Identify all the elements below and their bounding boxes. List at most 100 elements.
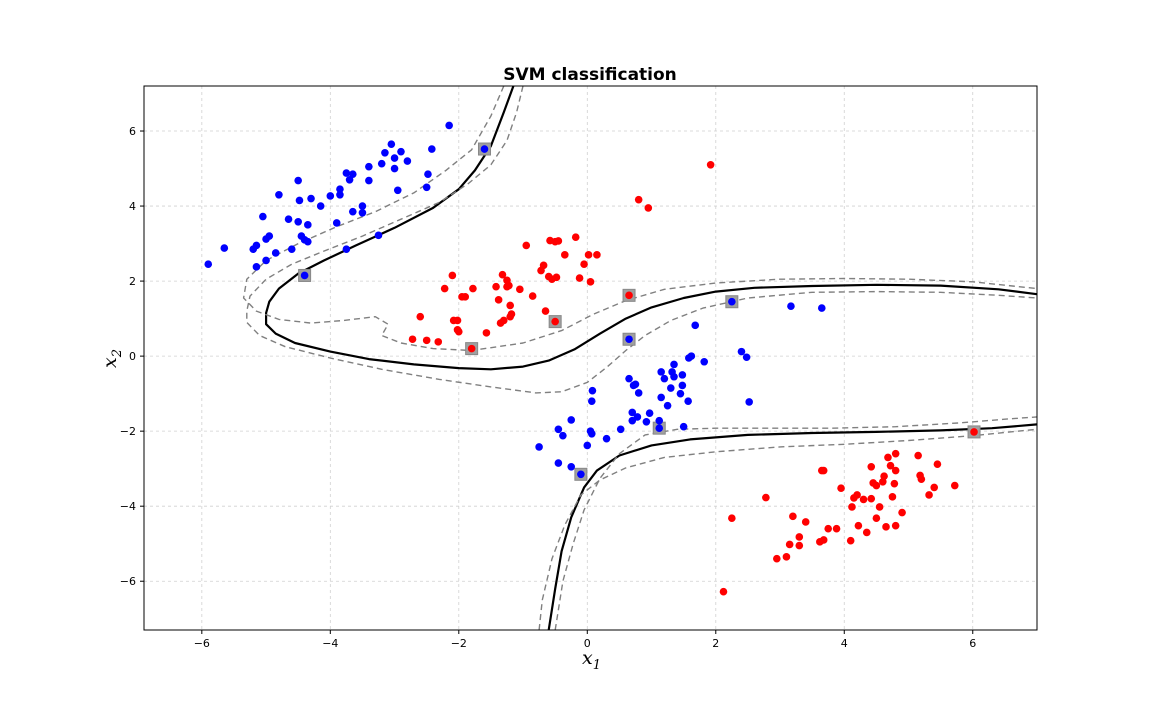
red-point [888, 493, 897, 501]
red-point [719, 587, 728, 596]
red-point [580, 260, 588, 269]
red-point [933, 460, 942, 468]
red-point [872, 481, 881, 490]
red-point [891, 466, 900, 475]
blue-point [745, 398, 753, 406]
y-axis-label: x2 [99, 349, 125, 368]
blue-point [678, 371, 687, 379]
y-tick-label: −2 [120, 425, 136, 438]
blue-point [587, 429, 596, 438]
blue-point [625, 335, 633, 344]
blue-point [817, 304, 826, 312]
blue-point [265, 232, 274, 240]
plot-frame [143, 85, 1038, 631]
blue-point [304, 221, 312, 229]
blue-point [667, 384, 675, 392]
blue-point [422, 183, 431, 192]
x-tick-label: 0 [584, 637, 591, 650]
red-point [541, 307, 550, 315]
blue-point [684, 397, 692, 405]
blue-point [348, 170, 357, 178]
red-point [507, 310, 516, 318]
blue-point [583, 441, 592, 450]
decision-lines [242, 86, 1037, 630]
red-point [762, 493, 770, 502]
blue-point [307, 194, 315, 203]
red-point [867, 494, 876, 503]
red-point [448, 271, 457, 280]
red-point [575, 274, 584, 282]
blue-point [670, 372, 678, 381]
data-points [204, 121, 978, 596]
blue-point [687, 352, 696, 360]
blue-point [326, 192, 335, 200]
red-point [516, 285, 524, 294]
blue-point [336, 185, 344, 193]
x-tick-label: 6 [969, 637, 976, 650]
red-point [886, 461, 895, 470]
red-point [492, 282, 500, 291]
red-point [416, 312, 425, 321]
red-point [884, 453, 892, 462]
blue-point [657, 368, 665, 376]
red-point [785, 540, 794, 549]
blue-point [655, 416, 664, 425]
red-point [505, 281, 513, 290]
blue-point [577, 470, 585, 479]
blue-point [390, 154, 399, 162]
red-point [522, 241, 531, 250]
blue-point [397, 147, 405, 156]
red-point [789, 512, 797, 521]
red-point [862, 528, 871, 537]
blue-point [631, 380, 640, 389]
red-point [467, 344, 476, 353]
blue-point [403, 157, 412, 165]
blue-point [535, 443, 543, 451]
red-point [898, 508, 906, 517]
blue-point [616, 425, 625, 434]
red-point [494, 296, 503, 304]
red-point [891, 449, 900, 458]
blue-point [275, 191, 283, 199]
y-tick-label: 0 [129, 350, 136, 363]
blue-point [377, 159, 386, 168]
blue-point [300, 271, 309, 280]
blue-point [737, 347, 746, 356]
blue-point [287, 245, 296, 253]
blue-point [660, 374, 669, 383]
blue-point [424, 170, 432, 178]
y-tick-label: 2 [129, 275, 136, 288]
margin-line [246, 86, 1037, 394]
blue-point [204, 260, 213, 269]
blue-point [348, 207, 357, 216]
red-point [824, 524, 833, 533]
red-point [795, 541, 804, 550]
red-point [571, 233, 580, 241]
red-point [801, 518, 810, 526]
blue-point [358, 209, 367, 217]
red-point [875, 503, 884, 511]
y-tick-label: −4 [120, 500, 136, 513]
blue-point [252, 263, 261, 271]
blue-point [390, 164, 399, 173]
blue-point [252, 241, 261, 250]
blue-point [294, 218, 302, 226]
red-point [867, 463, 876, 471]
blue-point [567, 463, 576, 471]
blue-point [480, 145, 489, 153]
red-point [454, 327, 463, 336]
blue-point [342, 169, 351, 177]
blue-point [625, 374, 633, 383]
red-point [782, 553, 791, 561]
blue-point [259, 212, 267, 221]
red-point [408, 335, 417, 344]
blue-point [336, 191, 344, 199]
y-tick-label: 4 [129, 200, 136, 213]
blue-point [663, 401, 672, 410]
red-point [859, 495, 868, 504]
blue-point [742, 353, 751, 362]
red-point [499, 316, 508, 325]
blue-point [676, 389, 685, 398]
red-point [498, 270, 507, 279]
blue-point [220, 244, 229, 252]
